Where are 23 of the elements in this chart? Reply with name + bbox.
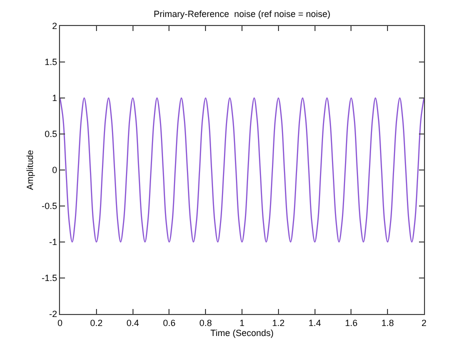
y-axis-title: Amplitude	[25, 150, 36, 190]
x-tick-label: 1.4	[308, 318, 322, 328]
x-axis-title: Time (Seconds)	[210, 328, 274, 338]
x-tick-label: 1.6	[344, 318, 358, 328]
y-tick-label: -1	[49, 237, 58, 248]
x-tick-label: 0.2	[90, 318, 103, 328]
line-series	[60, 97, 424, 243]
y-tick-label: 2	[52, 21, 58, 32]
y-tick-label: 0	[52, 165, 58, 176]
chart-title: Primary-Reference noise (ref noise = noise)	[154, 8, 330, 19]
x-tick-label: 0.8	[199, 318, 212, 328]
y-tick-label: -1.5	[42, 273, 58, 284]
y-tick-label: 1	[52, 93, 58, 104]
x-tick-label: 1.2	[272, 318, 285, 328]
y-tick-label: -0.5	[42, 201, 58, 212]
x-tick-label: 0.4	[126, 318, 140, 328]
y-tick-label: 1.5	[44, 57, 58, 68]
x-tick-label: 2	[421, 318, 427, 328]
x-tick-label: 0.6	[162, 318, 176, 328]
y-tick-label: 0.5	[44, 129, 58, 140]
x-tick-label: 1.8	[381, 318, 394, 328]
x-tick-label: 1	[239, 318, 245, 328]
y-tick-label: -2	[49, 309, 58, 320]
